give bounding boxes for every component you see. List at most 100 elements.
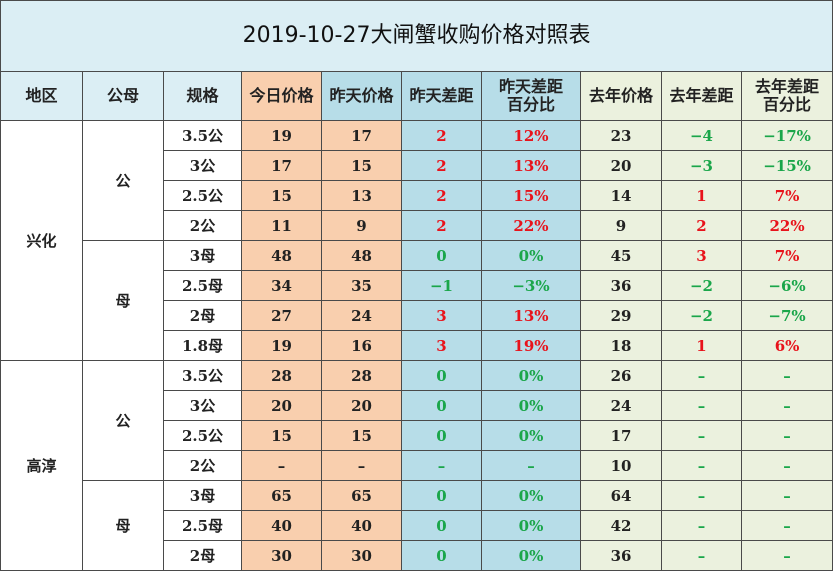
- data-cell: –: [740, 360, 833, 391]
- data-cell: 18: [580, 330, 662, 361]
- header-text: 规格: [186, 86, 219, 105]
- data-cell: −17%: [740, 120, 833, 151]
- data-cell: 11: [241, 210, 322, 241]
- data-cell: –: [661, 480, 742, 511]
- data-row: 2.5公 15 15 0 0% 17– –: [1, 420, 833, 451]
- header-text: 地区: [25, 86, 58, 105]
- data-cell: 1: [661, 180, 742, 211]
- data-cell: 19: [241, 120, 322, 151]
- data-cell: 2.5公: [163, 420, 242, 451]
- data-cell: 36: [580, 270, 662, 301]
- data-cell: 15: [241, 180, 322, 211]
- data-cell: 3.5公: [163, 120, 242, 151]
- header-text: 去年差距: [755, 77, 820, 96]
- data-cell: 24: [321, 300, 402, 331]
- data-cell: 15: [321, 150, 402, 181]
- table-title: 2019-10-27大闸蟹收购价格对照表: [0, 0, 833, 72]
- data-cell: –: [321, 450, 402, 481]
- data-row: 2.5母 34 35 −1 −3% 36 −2 −6%: [1, 270, 833, 301]
- data-cell: 12%: [481, 120, 581, 151]
- data-cell: 0%: [481, 540, 581, 571]
- data-cell: 0: [401, 480, 482, 511]
- column-header: 去年差距 百分比: [740, 71, 833, 121]
- header-text: 去年差距: [669, 86, 734, 105]
- data-cell: 28: [321, 360, 402, 391]
- column-header: 昨天差距 百分比: [481, 71, 581, 121]
- data-cell: 65: [241, 480, 322, 511]
- data-cell: 64: [580, 480, 662, 511]
- data-cell: −7%: [740, 300, 833, 331]
- header-text: 百分比: [506, 95, 555, 114]
- data-cell: 2母: [163, 300, 242, 331]
- data-cell: –: [661, 390, 742, 421]
- data-row: 1.8母 19 16 3 19% 18 1 6%: [1, 330, 833, 361]
- data-cell: 24: [580, 390, 662, 421]
- data-cell: 36: [580, 540, 662, 571]
- data-cell: 17: [580, 420, 662, 451]
- data-cell: –: [740, 480, 833, 511]
- data-cell: −3: [661, 150, 742, 181]
- column-header: 地区: [0, 71, 83, 121]
- data-cell: 0%: [481, 360, 581, 391]
- column-header: 公母: [82, 71, 164, 121]
- column-header: 去年价格: [580, 71, 662, 121]
- data-row: 2公 – – – –10– –: [1, 450, 833, 481]
- data-row: 3公 17 15 2 13% 20 −3 −15%: [1, 150, 833, 181]
- data-row: 高淳公 3.5公 28 28 0 0% 26– –: [0, 360, 833, 571]
- data-cell: 13%: [481, 300, 581, 331]
- data-cell: 2: [401, 120, 482, 151]
- data-row: 2母 30 30 0 0% 36– –: [1, 540, 833, 571]
- data-cell: 28: [241, 360, 322, 391]
- data-row: 2母 27 24 3 13% 29 −2 −7%: [1, 300, 833, 331]
- header-text: 昨天价格: [329, 86, 394, 105]
- data-cell: −2: [661, 270, 742, 301]
- data-row: 兴化公 3.5公 19 17 2 12% 23 −4 −17%: [0, 120, 833, 361]
- header-text: 昨天差距: [409, 86, 474, 105]
- data-cell: 2.5母: [163, 270, 242, 301]
- header-text: 公母: [106, 86, 139, 105]
- data-cell: 20: [241, 390, 322, 421]
- data-cell: –: [661, 510, 742, 541]
- data-cell: −15%: [740, 150, 833, 181]
- data-cell: 0: [401, 240, 482, 271]
- data-cell: 48: [241, 240, 322, 271]
- data-cell: 0: [401, 540, 482, 571]
- data-cell: 22%: [481, 210, 581, 241]
- data-row: 2.5母 40 40 0 0% 42– –: [1, 510, 833, 541]
- data-cell: 3公: [163, 390, 242, 421]
- data-cell: 3.5公: [163, 360, 242, 391]
- data-cell: −1: [401, 270, 482, 301]
- data-cell: 3: [401, 300, 482, 331]
- gender-cell: 公: [82, 120, 164, 241]
- data-cell: 1: [661, 330, 742, 361]
- data-cell: 26: [580, 360, 662, 391]
- data-cell: 22%: [740, 210, 833, 241]
- data-cell: 15%: [481, 180, 581, 211]
- data-cell: –: [740, 420, 833, 451]
- data-cell: 14: [580, 180, 662, 211]
- data-row: 母 3母 65 65 0 0% 64– –: [1, 480, 833, 571]
- data-cell: 13: [321, 180, 402, 211]
- data-cell: 30: [241, 540, 322, 571]
- data-cell: 27: [241, 300, 322, 331]
- data-cell: 16: [321, 330, 402, 361]
- data-cell: 17: [241, 150, 322, 181]
- data-cell: 29: [580, 300, 662, 331]
- data-cell: 15: [241, 420, 322, 451]
- data-cell: 2.5公: [163, 180, 242, 211]
- data-cell: 15: [321, 420, 402, 451]
- data-cell: 0: [401, 390, 482, 421]
- data-cell: 2.5母: [163, 510, 242, 541]
- column-header: 去年差距: [661, 71, 742, 121]
- data-cell: 23: [580, 120, 662, 151]
- data-cell: 6%: [740, 330, 833, 361]
- data-cell: 0: [401, 510, 482, 541]
- header-text: 百分比: [763, 95, 812, 114]
- header-text: 昨天差距: [498, 77, 563, 96]
- data-cell: 3母: [163, 480, 242, 511]
- data-cell: 1.8母: [163, 330, 242, 361]
- data-cell: 45: [580, 240, 662, 271]
- data-cell: 2公: [163, 450, 242, 481]
